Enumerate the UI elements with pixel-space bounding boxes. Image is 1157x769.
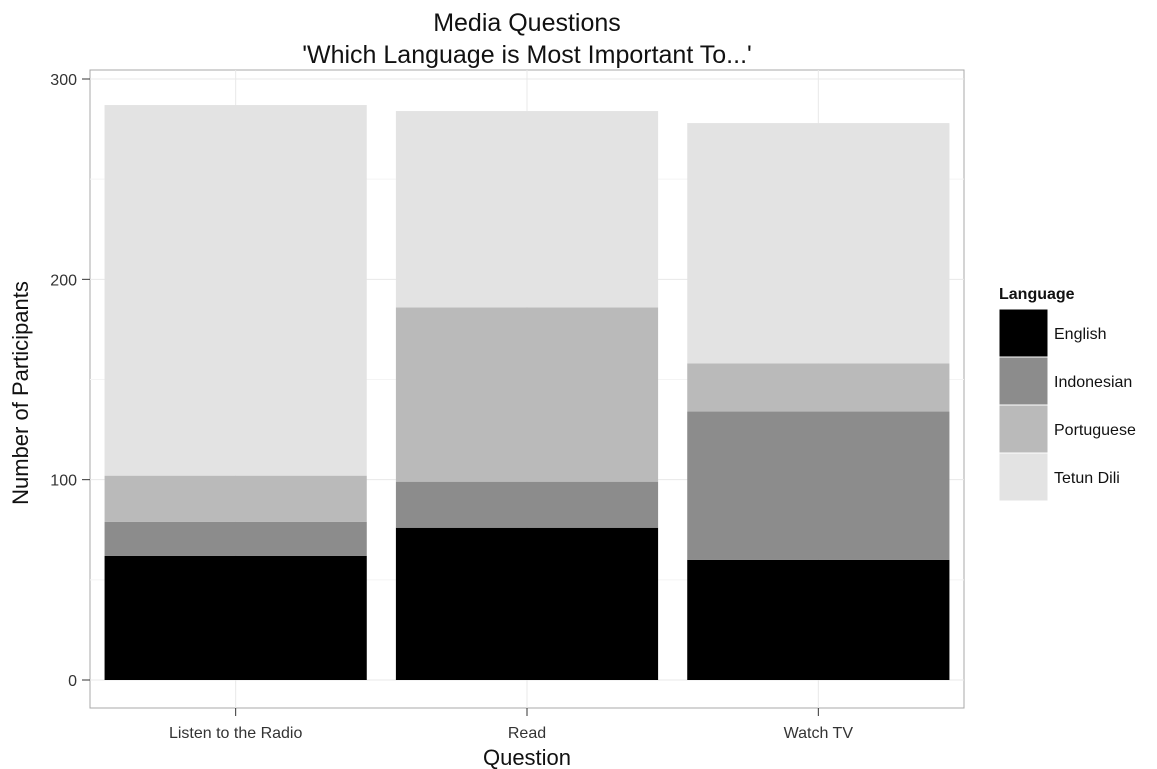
- chart-subtitle: 'Which Language is Most Important To...': [302, 41, 752, 69]
- legend-label: Tetun Dili: [1054, 470, 1120, 487]
- axes: 0 100 200 300 Listen to the Radio Read Watch T…: [50, 72, 853, 742]
- bar-segment: [104, 555, 367, 680]
- y-axis-title: Number of Participants: [8, 281, 33, 505]
- bar-segment: [104, 475, 367, 522]
- bar-segment: [395, 481, 659, 528]
- legend: Language English Indonesian Portuguese Tetu…: [998, 286, 1136, 502]
- x-tick-label: Watch TV: [784, 725, 854, 742]
- bar-segment: [395, 527, 659, 680]
- y-tick-label: 0: [68, 673, 77, 690]
- legend-key: [998, 404, 1049, 454]
- bars: [104, 105, 950, 680]
- legend-label: English: [1054, 326, 1106, 343]
- bar-segment: [687, 363, 950, 412]
- x-axis-title: Question: [483, 745, 571, 769]
- bar-segment: [104, 105, 367, 476]
- legend-key: [998, 356, 1049, 406]
- x-tick-label: Read: [508, 725, 546, 742]
- y-tick-label: 100: [50, 473, 77, 490]
- x-tick-label: Listen to the Radio: [169, 725, 303, 742]
- legend-key: [998, 452, 1049, 502]
- bar-segment: [687, 411, 950, 560]
- legend-title: Language: [999, 286, 1075, 303]
- legend-key: [998, 308, 1049, 358]
- legend-label: Portuguese: [1054, 422, 1136, 439]
- legend-label: Indonesian: [1054, 374, 1132, 391]
- y-tick-label: 200: [50, 272, 77, 289]
- bar-segment: [395, 307, 659, 482]
- bar-segment: [687, 123, 950, 364]
- y-tick-label: 300: [50, 72, 77, 89]
- chart-title: Media Questions: [433, 9, 621, 37]
- bar-segment: [395, 111, 659, 308]
- bar-segment: [687, 559, 950, 680]
- bar-segment: [104, 521, 367, 556]
